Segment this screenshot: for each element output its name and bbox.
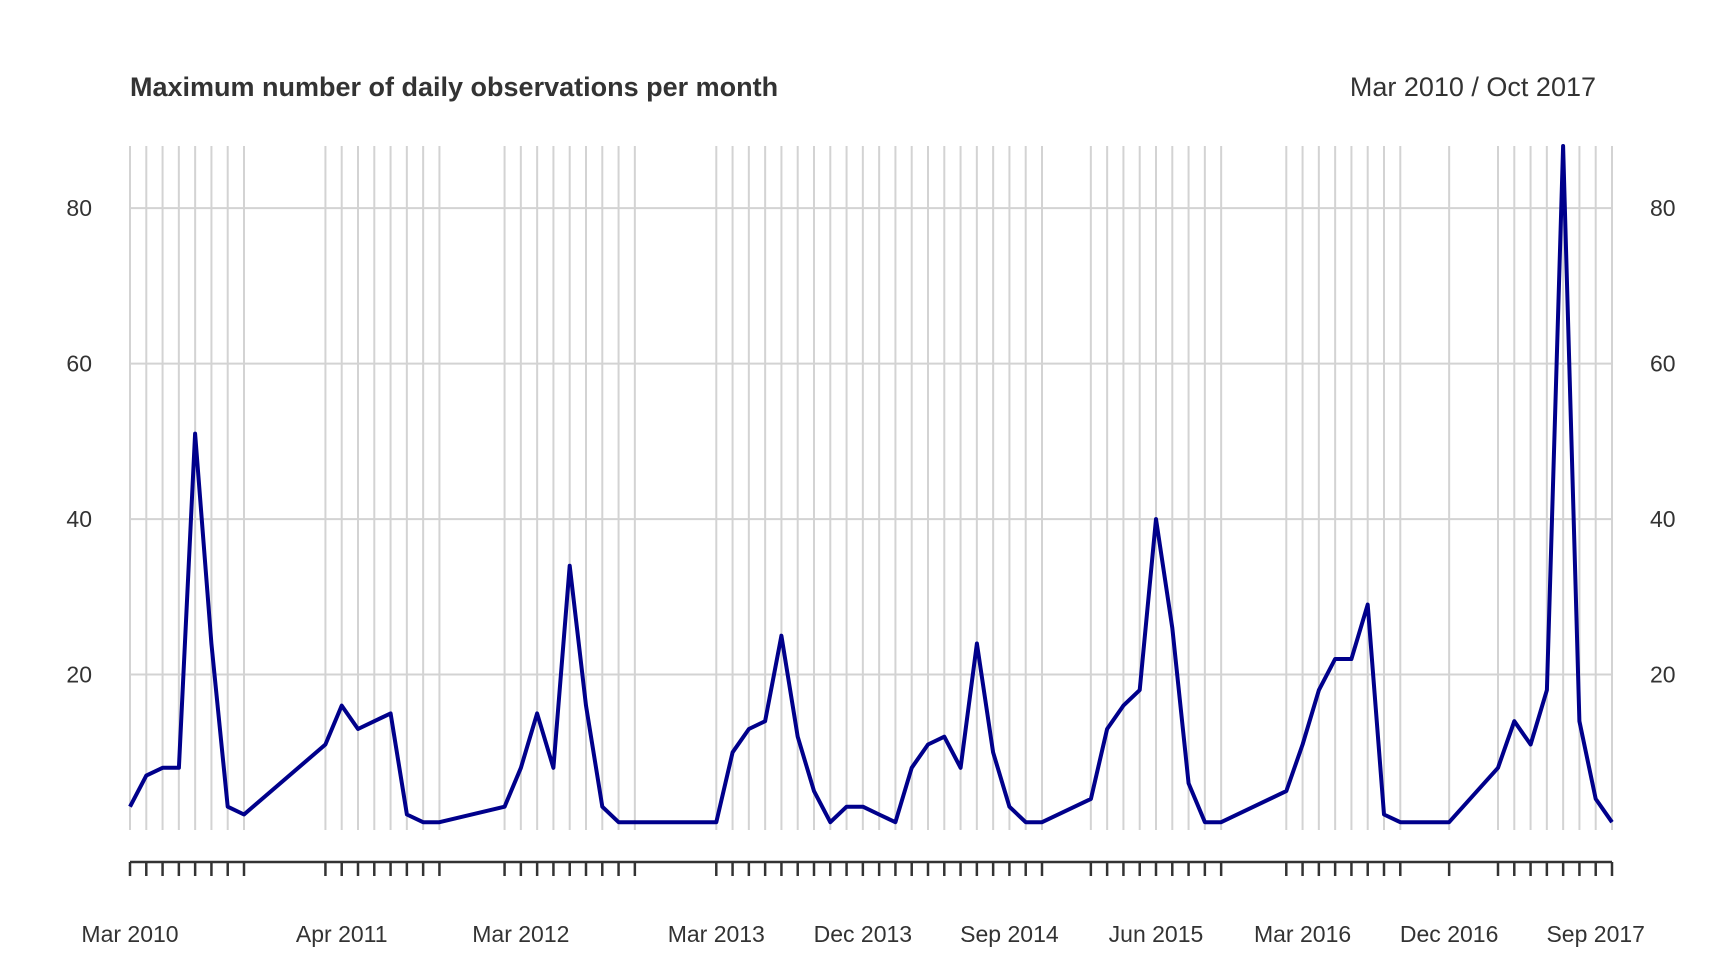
x-tick-label: Dec 2016 — [1400, 921, 1498, 947]
y-tick-label-left: 60 — [66, 351, 92, 377]
x-tick-label: Jun 2015 — [1109, 921, 1204, 947]
chart-title: Maximum number of daily observations per… — [130, 72, 778, 102]
y-axis-ticks: 20 20 40 40 60 60 80 80 — [66, 195, 1675, 687]
y-tick-label-right: 80 — [1650, 195, 1676, 221]
x-tick-label: Sep 2014 — [960, 921, 1059, 947]
y-tick-label-left: 40 — [66, 506, 92, 532]
y-tick-label-left: 80 — [66, 195, 92, 221]
x-tick-label: Mar 2016 — [1254, 921, 1351, 947]
date-range-label: Mar 2010 / Oct 2017 — [1350, 72, 1596, 102]
y-tick-label-right: 60 — [1650, 351, 1676, 377]
grid — [129, 146, 1613, 830]
series-layer — [128, 144, 1614, 825]
x-tick-label: Mar 2013 — [668, 921, 765, 947]
x-axis — [128, 860, 1614, 876]
y-tick-label-right: 40 — [1650, 506, 1676, 532]
x-tick-label: Apr 2011 — [296, 921, 388, 947]
x-tick-label: Mar 2010 — [81, 921, 178, 947]
x-axis-tick-labels: Mar 2010 Apr 2011 Mar 2012 Mar 2013 Dec 2013… — [81, 921, 1645, 947]
x-tick-label: Mar 2012 — [472, 921, 569, 947]
y-tick-label-left: 20 — [66, 662, 92, 688]
x-tick-label: Dec 2013 — [814, 921, 912, 947]
y-tick-label-right: 20 — [1650, 662, 1676, 688]
x-tick-label: Sep 2017 — [1546, 921, 1644, 947]
series-line — [128, 144, 1614, 825]
